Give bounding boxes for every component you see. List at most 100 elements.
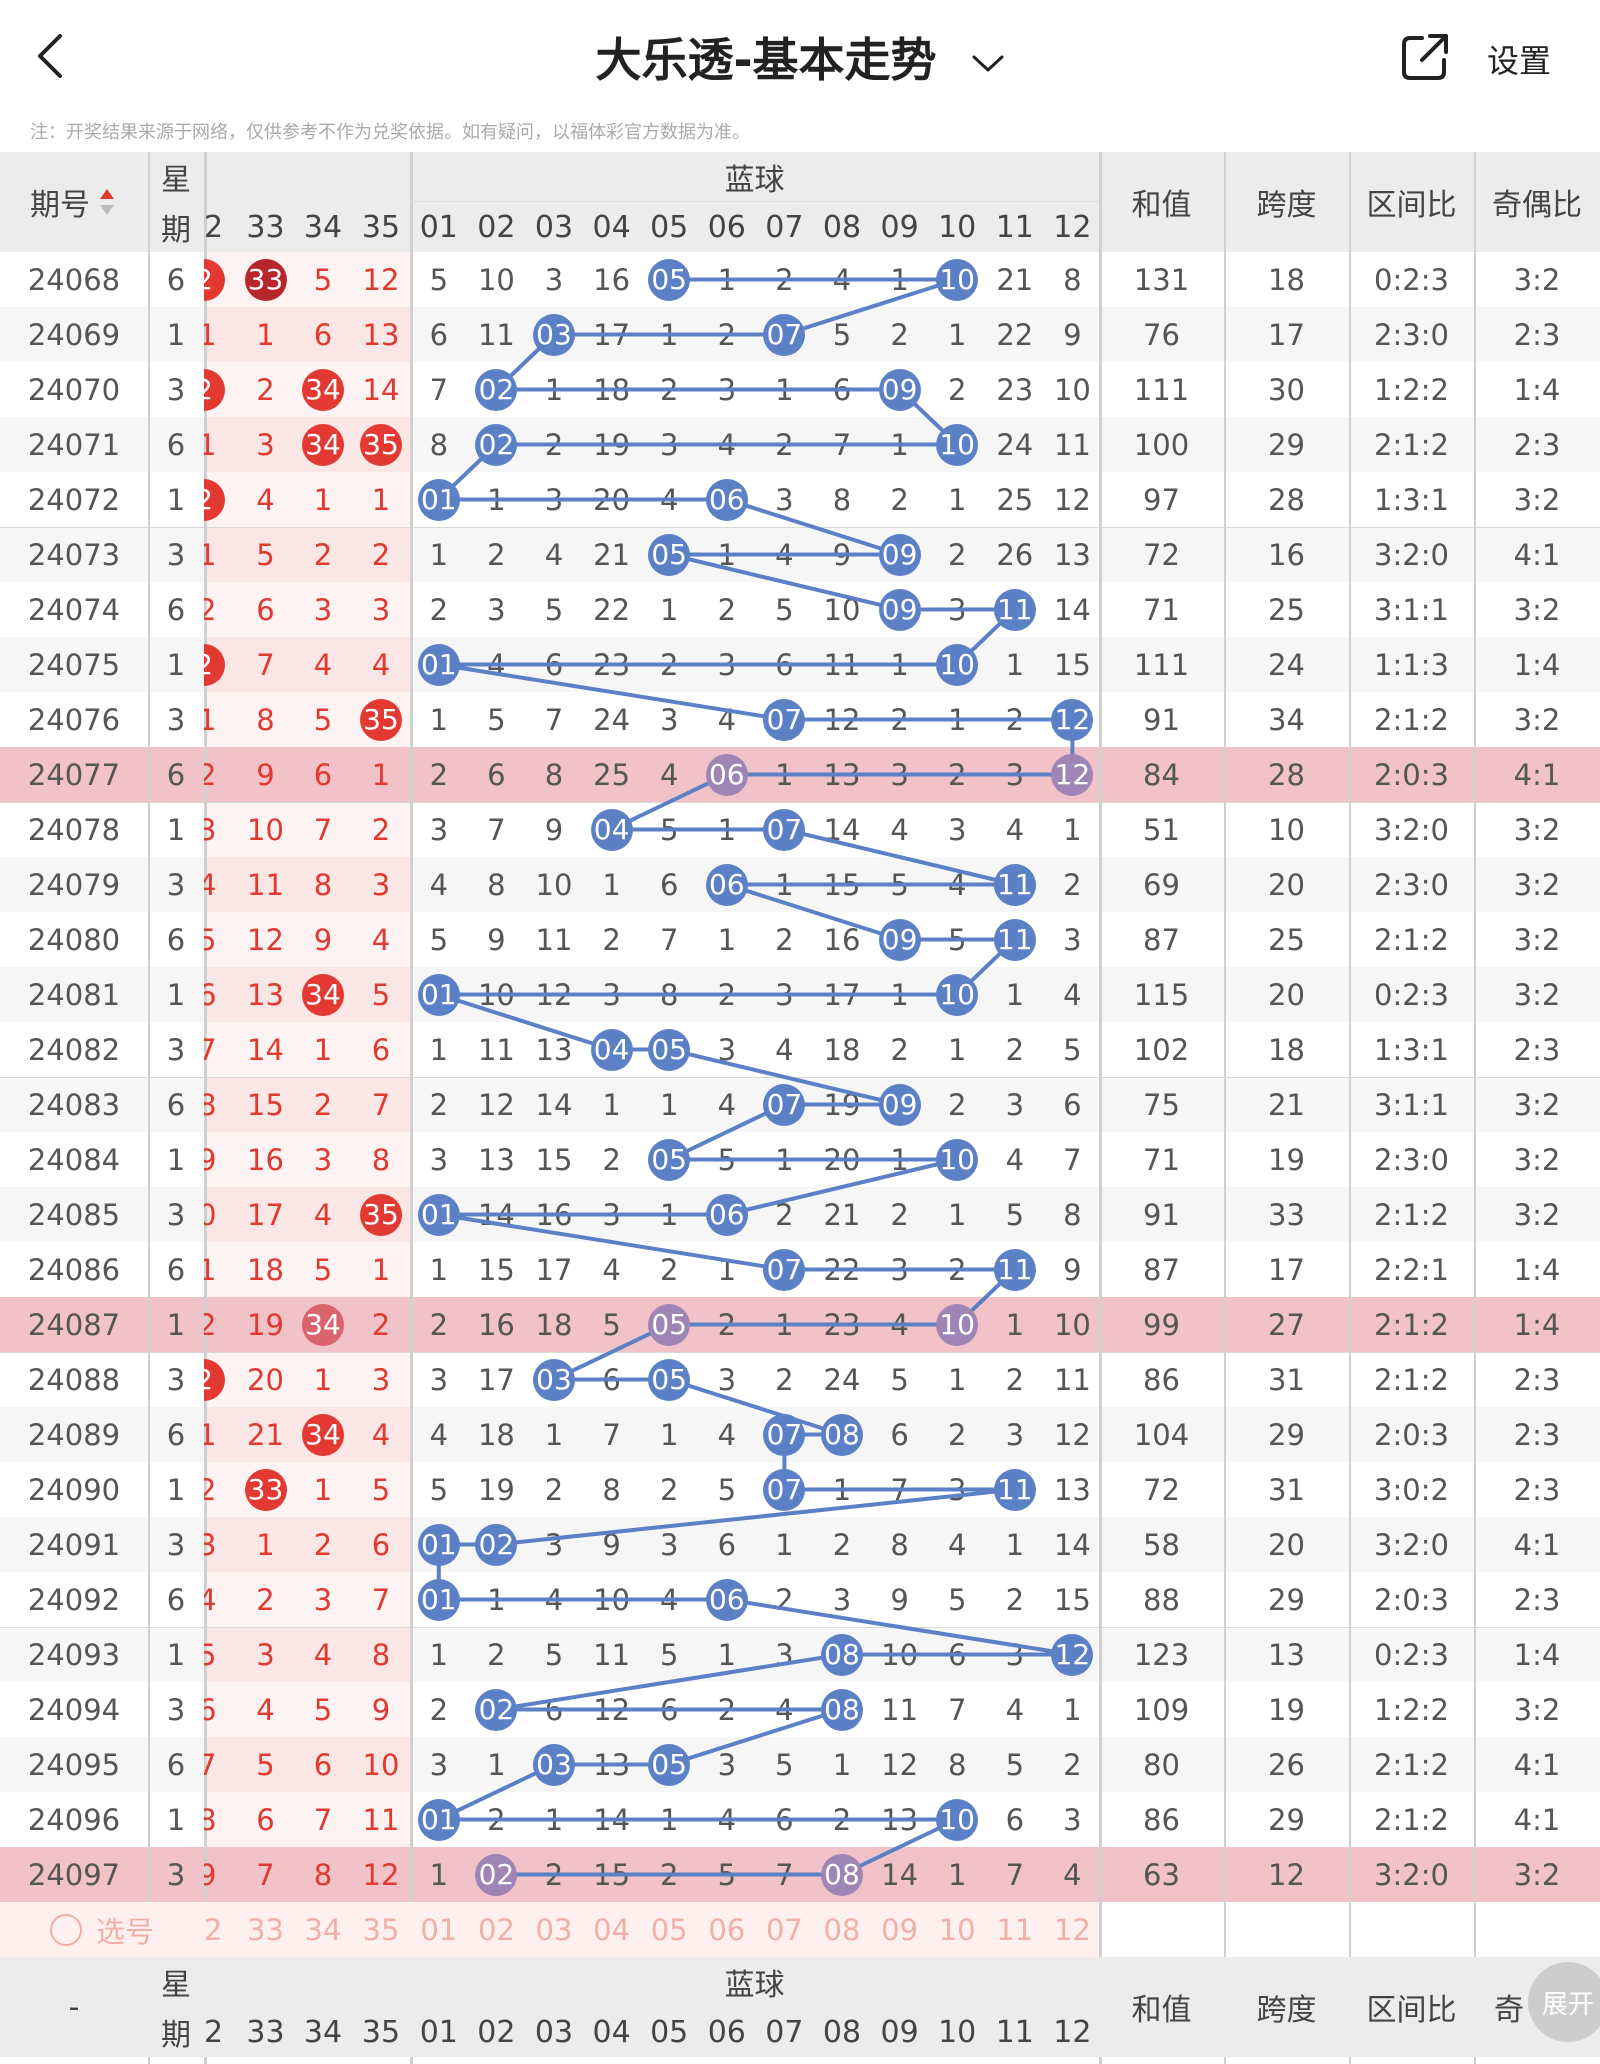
column-header-issue[interactable]: 期号: [0, 152, 148, 252]
pick-blue-option[interactable]: 01: [420, 1912, 458, 1947]
sort-icon[interactable]: [98, 187, 116, 217]
blue-miss-count: 9: [1063, 317, 1082, 352]
pick-blue-option[interactable]: 12: [1053, 1912, 1091, 1947]
pick-number-button[interactable]: 选号: [0, 1902, 204, 1957]
blue-trend-cell: 8: [525, 747, 583, 802]
blue-ball: 12: [1051, 1633, 1094, 1676]
issue-number[interactable]: 24084: [27, 1142, 121, 1177]
stat-sum: 109: [1133, 1692, 1190, 1727]
pick-red-option[interactable]: 35: [362, 1912, 400, 1947]
blue-trend-cell: 2: [756, 1187, 814, 1242]
blue-ball: 09: [878, 918, 921, 961]
issue-number[interactable]: 24083: [27, 1087, 121, 1122]
blue-trend-cell: 17: [468, 1352, 526, 1407]
pick-blue-option[interactable]: 02: [477, 1912, 515, 1947]
red-ball: 2: [204, 368, 225, 411]
blue-trend-cell: 1: [756, 1517, 814, 1572]
issue-number[interactable]: 24070: [27, 372, 121, 407]
footer-weekday-top: 星: [161, 1968, 191, 2003]
red-miss-count: 2: [371, 1307, 391, 1342]
page-title[interactable]: 大乐透-基本走势: [0, 24, 1600, 90]
weekday-value: 1: [166, 317, 186, 352]
stat-sum: 91: [1143, 1197, 1180, 1232]
pick-red-option[interactable]: 2: [204, 1912, 223, 1947]
issue-number[interactable]: 24087: [27, 1307, 121, 1342]
issue-number[interactable]: 24085: [27, 1197, 121, 1232]
footer-issue-dash: -: [68, 1989, 80, 2025]
pick-blue-option[interactable]: 10: [938, 1912, 976, 1947]
issue-number[interactable]: 24078: [27, 812, 121, 847]
blue-ball: 02: [475, 423, 518, 466]
blue-miss-count: 17: [535, 1252, 573, 1287]
footer-blue-header: 12: [1053, 2014, 1092, 2050]
red-miss-count: 3: [371, 592, 391, 627]
issue-number[interactable]: 24088: [27, 1362, 121, 1397]
blue-miss-count: 5: [717, 1472, 737, 1507]
radio-circle-icon[interactable]: [50, 1913, 82, 1946]
blue-ball: 10: [936, 258, 979, 301]
blue-trend-cell: 18: [525, 1297, 583, 1352]
issue-number[interactable]: 24071: [27, 427, 121, 462]
pick-red-option[interactable]: 34: [304, 1912, 342, 1947]
red-miss-count: 9: [313, 922, 333, 957]
red-zone-row-background: [204, 527, 410, 582]
blue-trend-cell: 07: [756, 1407, 814, 1462]
pick-blue-option[interactable]: 08: [823, 1912, 861, 1947]
red-column-header: 35: [361, 209, 401, 245]
blue-trend-cell: 2: [410, 1682, 468, 1737]
pick-blue-option[interactable]: 06: [708, 1912, 746, 1947]
issue-number[interactable]: 24082: [27, 1032, 121, 1067]
issue-number[interactable]: 24091: [27, 1527, 121, 1562]
column-divider: [1099, 152, 1102, 2064]
share-icon[interactable]: [1400, 32, 1450, 82]
issue-number[interactable]: 24086: [27, 1252, 121, 1287]
red-miss-count: 6: [256, 592, 275, 627]
blue-miss-count: 8: [1063, 1197, 1082, 1232]
red-trend-cell: 17: [237, 1187, 294, 1242]
expand-button[interactable]: 展开: [1528, 1962, 1600, 2042]
red-miss-count: 6: [256, 1802, 275, 1837]
pick-blue-option[interactable]: 09: [881, 1912, 919, 1947]
settings-button[interactable]: 设置: [1487, 42, 1552, 80]
weekday-value: 6: [166, 592, 186, 627]
issue-number[interactable]: 24081: [27, 977, 121, 1012]
footer-blue-header: 07: [765, 2014, 804, 2050]
pick-blue-option[interactable]: 11: [996, 1912, 1034, 1947]
blue-miss-count: 10: [535, 867, 573, 902]
blue-miss-count: 5: [947, 1582, 967, 1617]
blue-trend-cell: 06: [698, 747, 756, 802]
pick-blue-option[interactable]: 04: [593, 1912, 631, 1947]
blue-trend-cell: 7: [1044, 1132, 1102, 1187]
issue-number[interactable]: 24089: [27, 1417, 121, 1452]
red-miss-count: 7: [371, 1087, 391, 1122]
issue-number[interactable]: 24094: [27, 1692, 121, 1727]
issue-number[interactable]: 24069: [27, 317, 121, 352]
issue-number[interactable]: 24092: [27, 1582, 121, 1617]
issue-number[interactable]: 24096: [27, 1802, 121, 1837]
issue-number[interactable]: 24072: [27, 482, 121, 517]
issue-number[interactable]: 24075: [27, 647, 121, 682]
issue-number[interactable]: 24073: [27, 537, 121, 572]
issue-number[interactable]: 24093: [27, 1637, 121, 1672]
pick-blue-option[interactable]: 07: [765, 1912, 803, 1947]
issue-number[interactable]: 24077: [27, 757, 121, 792]
red-miss-count: 7: [204, 1747, 217, 1782]
group-divider: [0, 1627, 1600, 1628]
pick-blue-option[interactable]: 03: [535, 1912, 573, 1947]
blue-trend-cell: 5: [410, 252, 468, 307]
issue-number[interactable]: 24097: [27, 1857, 121, 1892]
issue-number[interactable]: 24095: [27, 1747, 121, 1782]
weekday-value: 1: [166, 1472, 186, 1507]
pick-blue-option[interactable]: 05: [650, 1912, 688, 1947]
red-column-header: 2: [204, 209, 224, 245]
issue-number[interactable]: 24076: [27, 702, 121, 737]
issue-number[interactable]: 24080: [27, 922, 121, 957]
back-arrow-icon[interactable]: [30, 30, 74, 82]
chevron-down-icon[interactable]: [971, 54, 1005, 74]
issue-number[interactable]: 24090: [27, 1472, 121, 1507]
pick-red-option[interactable]: 33: [247, 1912, 284, 1947]
issue-number[interactable]: 24068: [27, 262, 121, 297]
issue-number[interactable]: 24079: [27, 867, 121, 902]
stat-zone: 0:2:3: [1374, 977, 1449, 1012]
issue-number[interactable]: 24074: [27, 592, 121, 627]
